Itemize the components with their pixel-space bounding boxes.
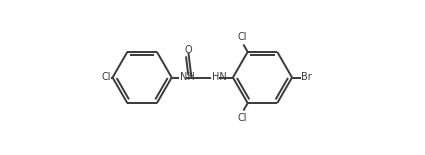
- Text: O: O: [184, 45, 192, 55]
- Text: Cl: Cl: [238, 32, 247, 42]
- Text: Br: Br: [301, 73, 312, 82]
- Text: Cl: Cl: [101, 73, 110, 82]
- Text: NH: NH: [180, 73, 195, 82]
- Text: Cl: Cl: [238, 113, 247, 123]
- Text: HN: HN: [212, 73, 227, 82]
